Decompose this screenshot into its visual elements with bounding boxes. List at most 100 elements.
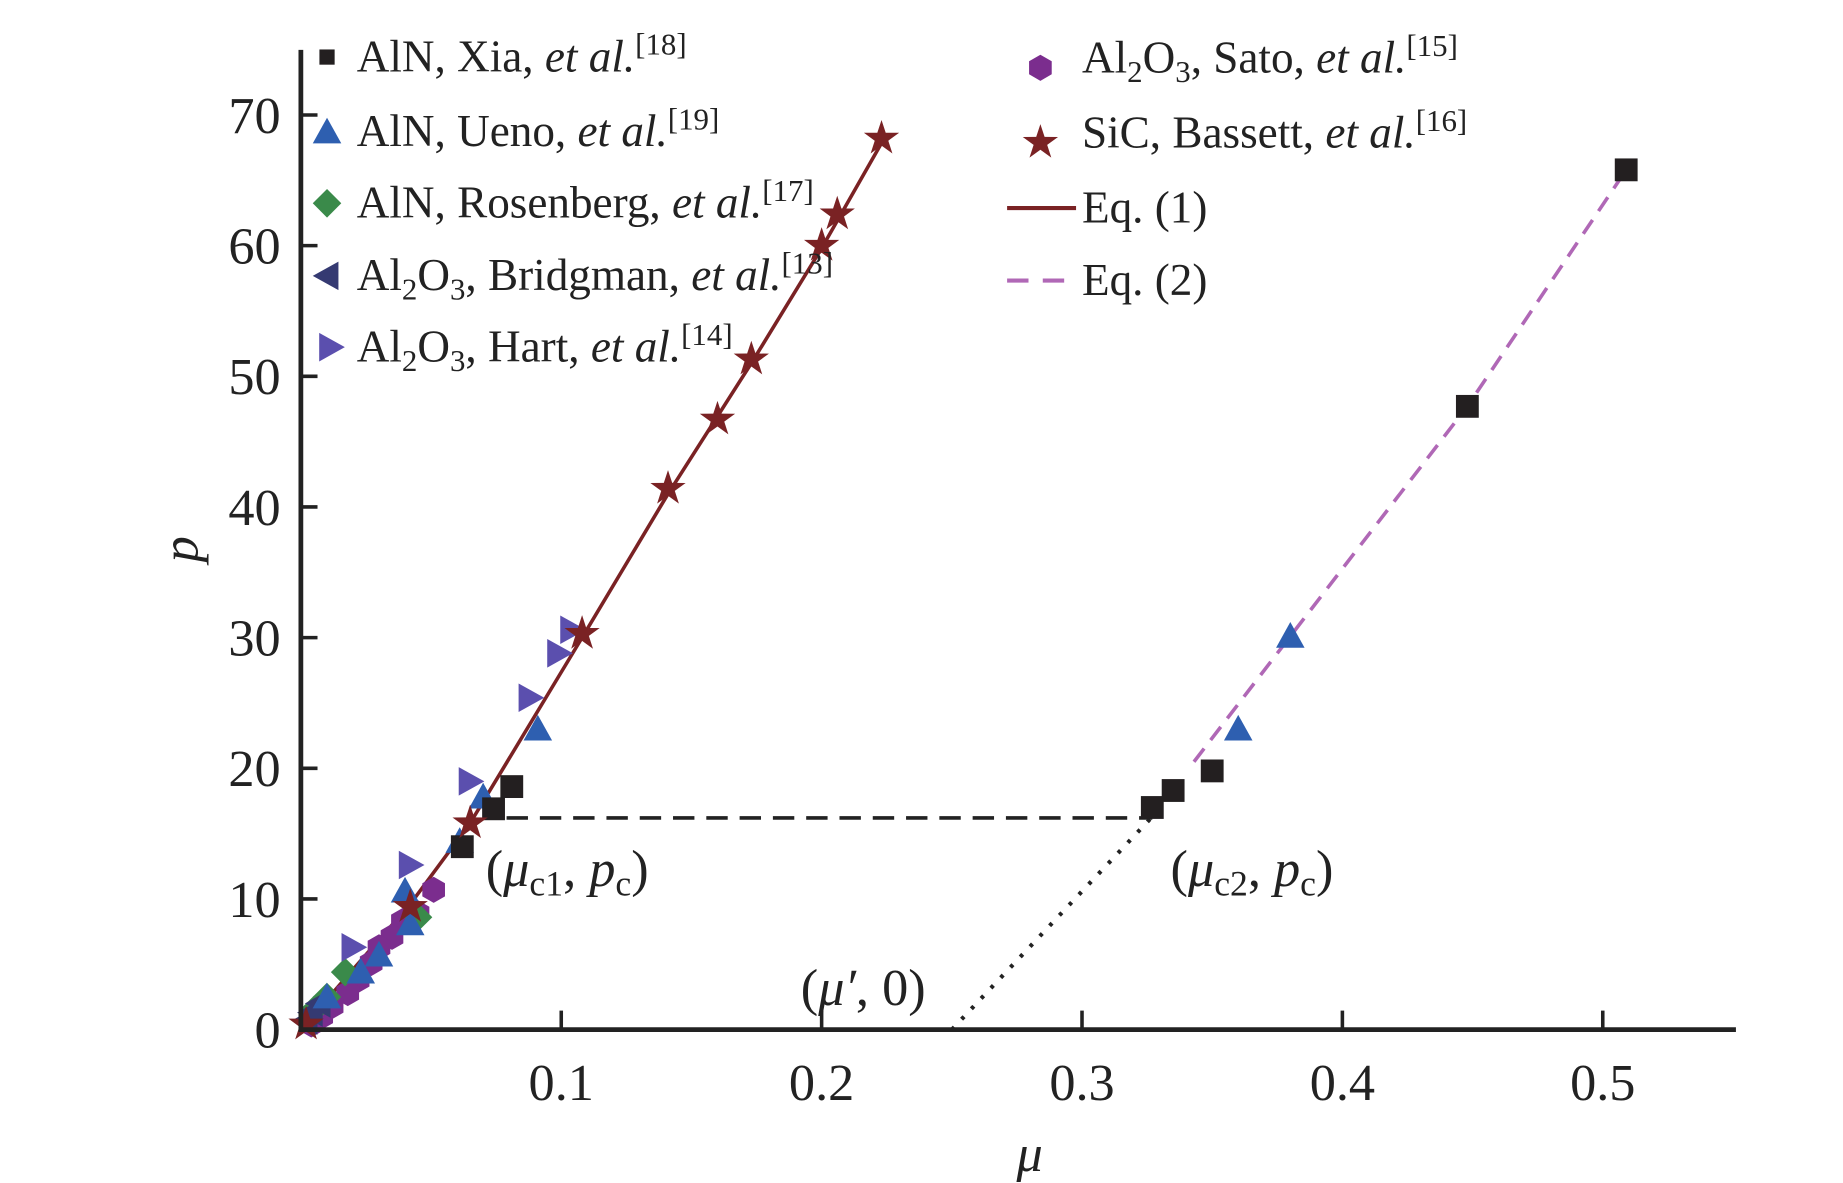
marker-triangle-right [319,332,345,362]
x-tick-label: 0.4 [1310,1054,1375,1112]
annotation: (μ′, 0) [801,959,926,1017]
legend-reference: [17] [762,173,814,208]
data-point-square [482,797,505,821]
legend-italic: et al. [1316,33,1406,83]
y-tick-label: 30 [228,609,280,667]
data-point-triangle-right [518,683,545,713]
legend-text: Al [1082,33,1127,83]
data-point-square [1161,779,1185,802]
annotation-paren: ( [486,840,503,898]
legend-text: , Sato, [1191,33,1316,83]
y-tick-label: 10 [228,871,280,929]
legend-label: AlN, Rosenberg, et al.[17] [357,173,814,228]
legend-item: Al2O3, Bridgman, et al.[13] [312,245,834,307]
legend-label: Al2O3, Sato, et al.[15] [1082,28,1458,89]
data-point-triangle-up [1223,714,1253,741]
annotation-symbol: μ [1187,840,1214,898]
legend-item: AlN, Xia, et al.[18] [319,27,687,82]
legend-text: O [417,321,450,371]
legend-subscript: 2 [402,272,417,307]
annotation-symbol: μ [502,840,529,898]
legend-reference: [13] [782,245,834,280]
y-tick-label: 20 [228,740,280,798]
legend-item: Al2O3, Hart, et al.[14] [319,317,733,378]
x-axis-label: μ [1016,1125,1043,1183]
data-point-square [1200,759,1224,783]
legend-italic: et al. [672,178,762,228]
annotations: (μc1, pc) (μc2, pc)(μ′, 0) [486,840,1334,1017]
legend-text: , Bridgman, [465,250,691,300]
legend-subscript: 2 [1127,54,1142,89]
data-point-triangle-right [341,933,368,962]
annotation: (μc1, pc) [486,840,649,904]
annotation-separator: , [563,840,589,898]
annotation-symbol: p [1270,840,1300,898]
data-point-star [288,1005,324,1040]
data-point-star [733,340,769,375]
legend-text: AlN, Ueno, [357,106,578,156]
legend-item: Al2O3, Sato, et al.[15] [1029,28,1458,89]
marker-star [1022,124,1059,158]
legend-text: , Hart, [465,321,590,371]
legend-reference: [16] [1416,103,1467,138]
legend-italic: et al. [577,106,667,156]
y-tick-label: 50 [228,348,280,406]
legend-subscript: 3 [450,343,465,378]
data-point-triangle-up [346,957,376,984]
legend-text: Al [357,321,402,371]
legend-text: AlN, Xia, [357,31,545,81]
x-tick-label: 0.2 [789,1054,854,1112]
y-axis-label: p [151,536,209,566]
legend-label: Eq. (2) [1082,255,1207,305]
data-point-star [863,119,900,154]
data-point-triangle-up [312,982,342,1009]
data-point-triangle-up [390,876,420,903]
y-tick-label: 60 [228,217,280,275]
legend-item: AlN, Rosenberg, et al.[17] [312,173,814,228]
legend-subscript: 2 [402,343,417,378]
legend-text: O [1143,33,1176,83]
y-tick-label: 70 [228,87,280,145]
annotation-paren: ( [1171,840,1188,898]
legend-label: AlN, Ueno, et al.[19] [357,102,720,157]
data-point-triangle-right [398,850,425,880]
data-point-square [1140,796,1164,819]
legend-text: Al [357,250,402,300]
annotation-subscript: c1 [529,863,563,903]
annotation-symbol: p [585,840,615,898]
annotation-subscript: c [615,863,631,903]
legend-text: SiC, Bassett, [1082,107,1325,157]
legend-item: Eq. (1) [1007,182,1207,232]
annotation-separator: , [1248,840,1274,898]
marker-triangle-up [312,117,342,144]
legend-label: AlN, Xia, et al.[18] [357,27,687,82]
annotation: (μc2, pc) [1171,840,1334,904]
legend-reference: [14] [681,317,733,352]
marker-hexagon [1029,54,1052,81]
data-point-hexagon [422,876,445,903]
annotation-paren: ) [1316,840,1333,898]
data-point-star [452,804,488,839]
legend-subscript: 3 [1175,54,1190,89]
annotation-paren: ( [801,959,818,1017]
y-tick-label: 40 [228,479,280,537]
line-extrapolation [950,815,1154,1032]
data-point-star [564,615,600,649]
legend-text: O [417,250,450,300]
marker-diamond [312,189,342,218]
legend-label: Eq. (1) [1082,182,1207,232]
data-point-square [1455,394,1479,418]
annotation-symbol: μ′ [817,959,857,1017]
data-point-star [392,888,428,922]
data-point-triangle-up [395,909,425,936]
y-tick-label: 0 [255,1001,281,1059]
x-tick-label: 0.5 [1570,1054,1635,1112]
annotation-paren: ) [908,959,925,1017]
legend-reference: [15] [1406,28,1457,63]
legend-text: AlN, Rosenberg, [357,178,672,228]
points-layer [288,119,1638,1040]
data-point-triangle-right [547,639,573,668]
x-tick-label: 0.3 [1049,1054,1114,1112]
